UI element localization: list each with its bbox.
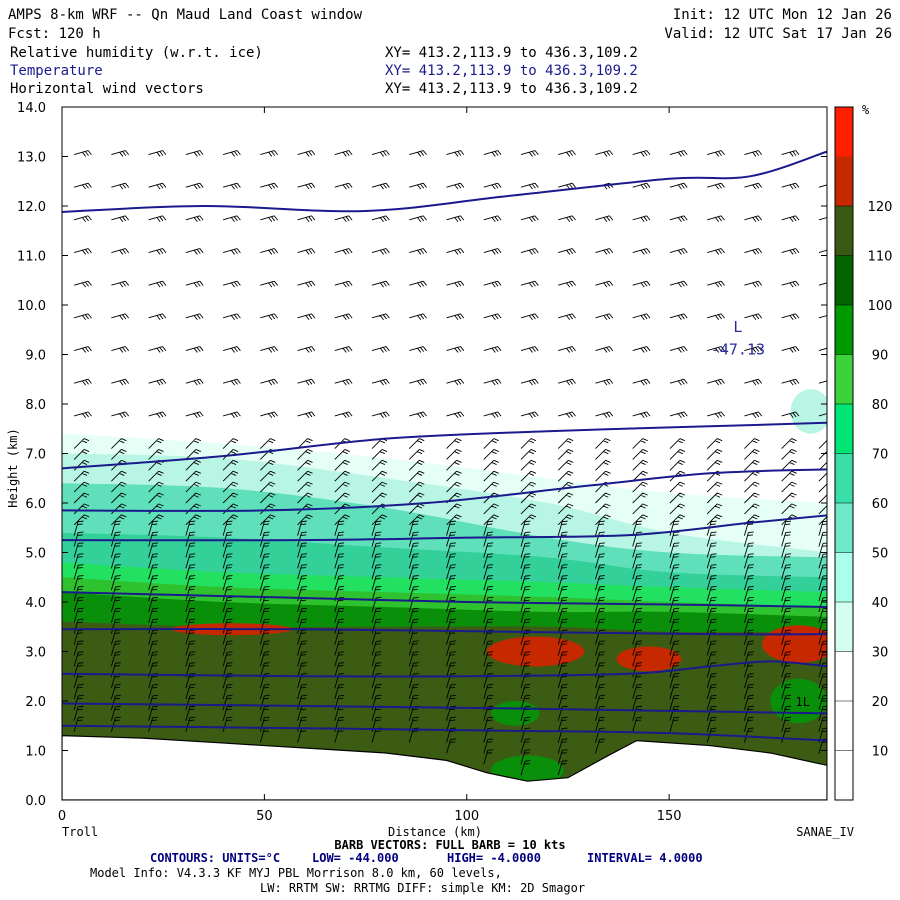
x-axis: 0 50 100 150 bbox=[58, 107, 682, 824]
colorbar-swatch-9 bbox=[835, 552, 853, 602]
field-3-xy: XY= 413.2,113.9 to 436.3,109.2 bbox=[385, 81, 638, 97]
colorbar-swatch-10 bbox=[835, 602, 853, 652]
contours-low: LOW= -44.000 bbox=[312, 851, 399, 865]
valid-time: Valid: 12 UTC Sat 17 Jan 26 bbox=[664, 26, 892, 42]
wind-barbs bbox=[73, 150, 827, 776]
temp-contour-6 bbox=[62, 660, 827, 678]
temp-contour-8 bbox=[62, 724, 827, 742]
colorbar-label-4: 50 bbox=[872, 547, 889, 562]
y-tick-label-12: 12.0 bbox=[17, 200, 46, 215]
barb-note: BARB VECTORS: FULL BARB = 10 kts bbox=[334, 838, 565, 852]
y-tick-label-4: 4.0 bbox=[25, 596, 46, 611]
low-marker: 1L bbox=[795, 695, 809, 709]
init-time: Init: 12 UTC Mon 12 Jan 26 bbox=[673, 7, 892, 23]
forecast-hour: Fcst: 120 h bbox=[8, 26, 101, 42]
colorbar-swatch-1 bbox=[835, 156, 853, 206]
physics-info: LW: RRTM SW: RRTMG DIFF: simple KM: 2D S… bbox=[260, 881, 585, 895]
field-1-xy: XY= 413.2,113.9 to 436.3,109.2 bbox=[385, 45, 638, 61]
x-axis-label: Distance (km) bbox=[388, 825, 482, 839]
y-tick-label-14: 14.0 bbox=[17, 101, 46, 116]
y-tick-label-8: 8.0 bbox=[25, 398, 46, 413]
temp-contour-7 bbox=[62, 702, 827, 715]
field-2-name: Temperature bbox=[10, 63, 103, 79]
contour-annotation-1: -47.13 bbox=[711, 341, 765, 359]
terrain bbox=[62, 735, 827, 800]
colorbar-label-3: 40 bbox=[872, 596, 889, 611]
colorbar-swatch-0 bbox=[835, 107, 853, 157]
colorbar-label-6: 70 bbox=[872, 448, 889, 463]
x-tick-label-1: 50 bbox=[256, 809, 273, 824]
rh-patch-1 bbox=[486, 636, 585, 667]
model-info: Model Info: V4.3.3 KF MYJ PBL Morrison 8… bbox=[90, 866, 502, 880]
plot-area: L -47.13 1L bbox=[62, 107, 827, 800]
temp-contour-2 bbox=[62, 468, 827, 512]
colorbar-label-9: 100 bbox=[868, 299, 893, 314]
colorbar-swatch-7 bbox=[835, 453, 853, 503]
colorbar-swatch-6 bbox=[835, 404, 853, 454]
contours-interval: INTERVAL= 4.0000 bbox=[587, 851, 703, 865]
field-1-name: Relative humidity (w.r.t. ice) bbox=[10, 45, 263, 61]
y-tick-label-0: 0.0 bbox=[25, 794, 46, 809]
colorbar-swatch-11 bbox=[835, 651, 853, 701]
colorbar-swatch-13 bbox=[835, 750, 853, 800]
contour-annotation-0: L bbox=[733, 318, 742, 336]
x-tick-label-2: 100 bbox=[454, 809, 479, 824]
y-tick-label-5: 5.0 bbox=[25, 547, 46, 562]
barb-glyphs bbox=[73, 150, 827, 776]
y-tick-label-1: 1.0 bbox=[25, 745, 46, 760]
left-station-label: Troll bbox=[62, 825, 98, 839]
colorbar-label-7: 80 bbox=[872, 398, 889, 413]
colorbar-label-8: 90 bbox=[872, 349, 889, 364]
contour-annotations: L -47.13 1L bbox=[711, 318, 810, 709]
x-tick-label-0: 0 bbox=[58, 809, 66, 824]
y-tick-label-13: 13.0 bbox=[17, 151, 46, 166]
temp-contour-5 bbox=[62, 628, 827, 636]
colorbar-swatch-2 bbox=[835, 206, 853, 256]
y-tick-label-9: 9.0 bbox=[25, 349, 46, 364]
colorbar-swatch-3 bbox=[835, 255, 853, 305]
y-axis: 0.0 1.0 2.0 3.0 4.0 5.0 6.0 7.0 8.0 9.0 10.0 11.0 12… bbox=[17, 101, 827, 809]
colorbar-swatch-5 bbox=[835, 354, 853, 404]
colorbar-swatch-12 bbox=[835, 701, 853, 751]
colorbar-swatch-8 bbox=[835, 503, 853, 553]
rh-patch-4 bbox=[491, 701, 540, 726]
y-tick-label-3: 3.0 bbox=[25, 646, 46, 661]
colorbar-label-5: 60 bbox=[872, 497, 889, 512]
colorbar-label-10: 110 bbox=[868, 250, 893, 265]
y-axis-label: Height (km) bbox=[6, 428, 20, 507]
x-tick-label-3: 150 bbox=[657, 809, 682, 824]
y-tick-label-2: 2.0 bbox=[25, 695, 46, 710]
colorbar-label-0: 10 bbox=[872, 745, 889, 760]
y-tick-label-11: 11.0 bbox=[17, 250, 46, 265]
field-2-xy: XY= 413.2,113.9 to 436.3,109.2 bbox=[385, 63, 638, 79]
y-tick-label-7: 7.0 bbox=[25, 448, 46, 463]
y-tick-label-6: 6.0 bbox=[25, 497, 46, 512]
temperature-contours bbox=[62, 150, 827, 742]
temp-contour-4 bbox=[62, 591, 827, 608]
colorbar-swatch-4 bbox=[835, 305, 853, 355]
chart-title: AMPS 8-km WRF -- Qn Maud Land Coast wind… bbox=[8, 7, 363, 23]
colorbar-label-1: 20 bbox=[872, 695, 889, 710]
temp-contour-1 bbox=[62, 421, 827, 470]
terrain-profile bbox=[62, 735, 827, 800]
right-station-label: SANAE_IV bbox=[796, 825, 854, 839]
colorbar-label-11: 120 bbox=[868, 200, 893, 215]
colorbar-label-2: 30 bbox=[872, 646, 889, 661]
colorbar-unit: % bbox=[862, 103, 870, 117]
contours-units: CONTOURS: UNITS=°C bbox=[150, 851, 280, 865]
colorbar: 10 20 30 40 50 60 70 80 90 100 110 120 bbox=[834, 106, 893, 801]
field-3-name: Horizontal wind vectors bbox=[10, 81, 204, 97]
y-tick-label-10: 10.0 bbox=[17, 299, 46, 314]
contours-high: HIGH= -4.0000 bbox=[447, 851, 541, 865]
temp-contour-3 bbox=[62, 514, 827, 542]
temp-contour-0 bbox=[62, 150, 827, 213]
rh-patch-7 bbox=[790, 389, 827, 434]
